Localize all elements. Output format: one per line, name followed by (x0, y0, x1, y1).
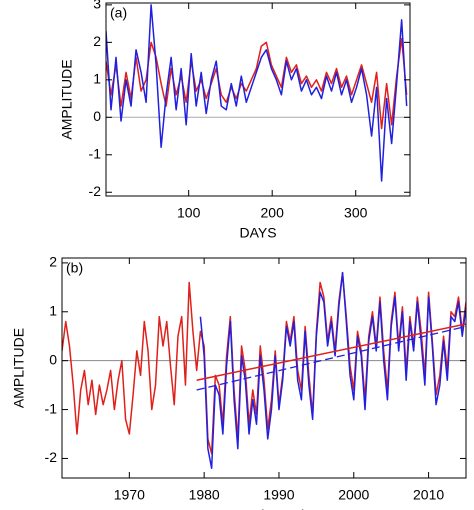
plot-frame (105, 2, 411, 197)
x-tick-label: 1980 (189, 487, 220, 503)
series-line (196, 323, 466, 381)
y-tick-label: 2 (93, 33, 101, 49)
plot-frame (61, 257, 467, 479)
y-tick-label: -2 (89, 183, 102, 199)
series-line (106, 4, 408, 182)
x-tick-label: 1970 (114, 487, 145, 503)
y-tick-label: 1 (93, 71, 101, 87)
panel-label: (b) (66, 260, 83, 276)
series-line (106, 37, 408, 130)
x-axis-title: DAYS (239, 225, 276, 241)
y-axis-title: AMPLITUDE (59, 59, 75, 139)
x-tick-label: 1990 (263, 487, 294, 503)
y-tick-label: 3 (93, 0, 101, 12)
x-tick-label: 200 (261, 205, 285, 221)
x-axis-title: TIME (YEAR) (222, 507, 307, 510)
y-tick-label: -1 (89, 145, 102, 161)
x-tick-label: 100 (177, 205, 201, 221)
x-tick-label: 2000 (338, 487, 369, 503)
y-tick-label: 0 (93, 108, 101, 124)
panel-label: (a) (110, 5, 127, 21)
x-tick-label: 300 (344, 205, 368, 221)
y-tick-label: 0 (49, 351, 57, 367)
y-tick-label: 2 (49, 254, 57, 270)
y-tick-label: -1 (45, 400, 58, 416)
y-tick-label: -2 (45, 449, 58, 465)
series-line (199, 271, 466, 469)
series-line (196, 325, 466, 391)
x-tick-label: 2010 (413, 487, 444, 503)
y-axis-title: AMPLITUDE (11, 328, 27, 408)
y-tick-label: 1 (49, 302, 57, 318)
